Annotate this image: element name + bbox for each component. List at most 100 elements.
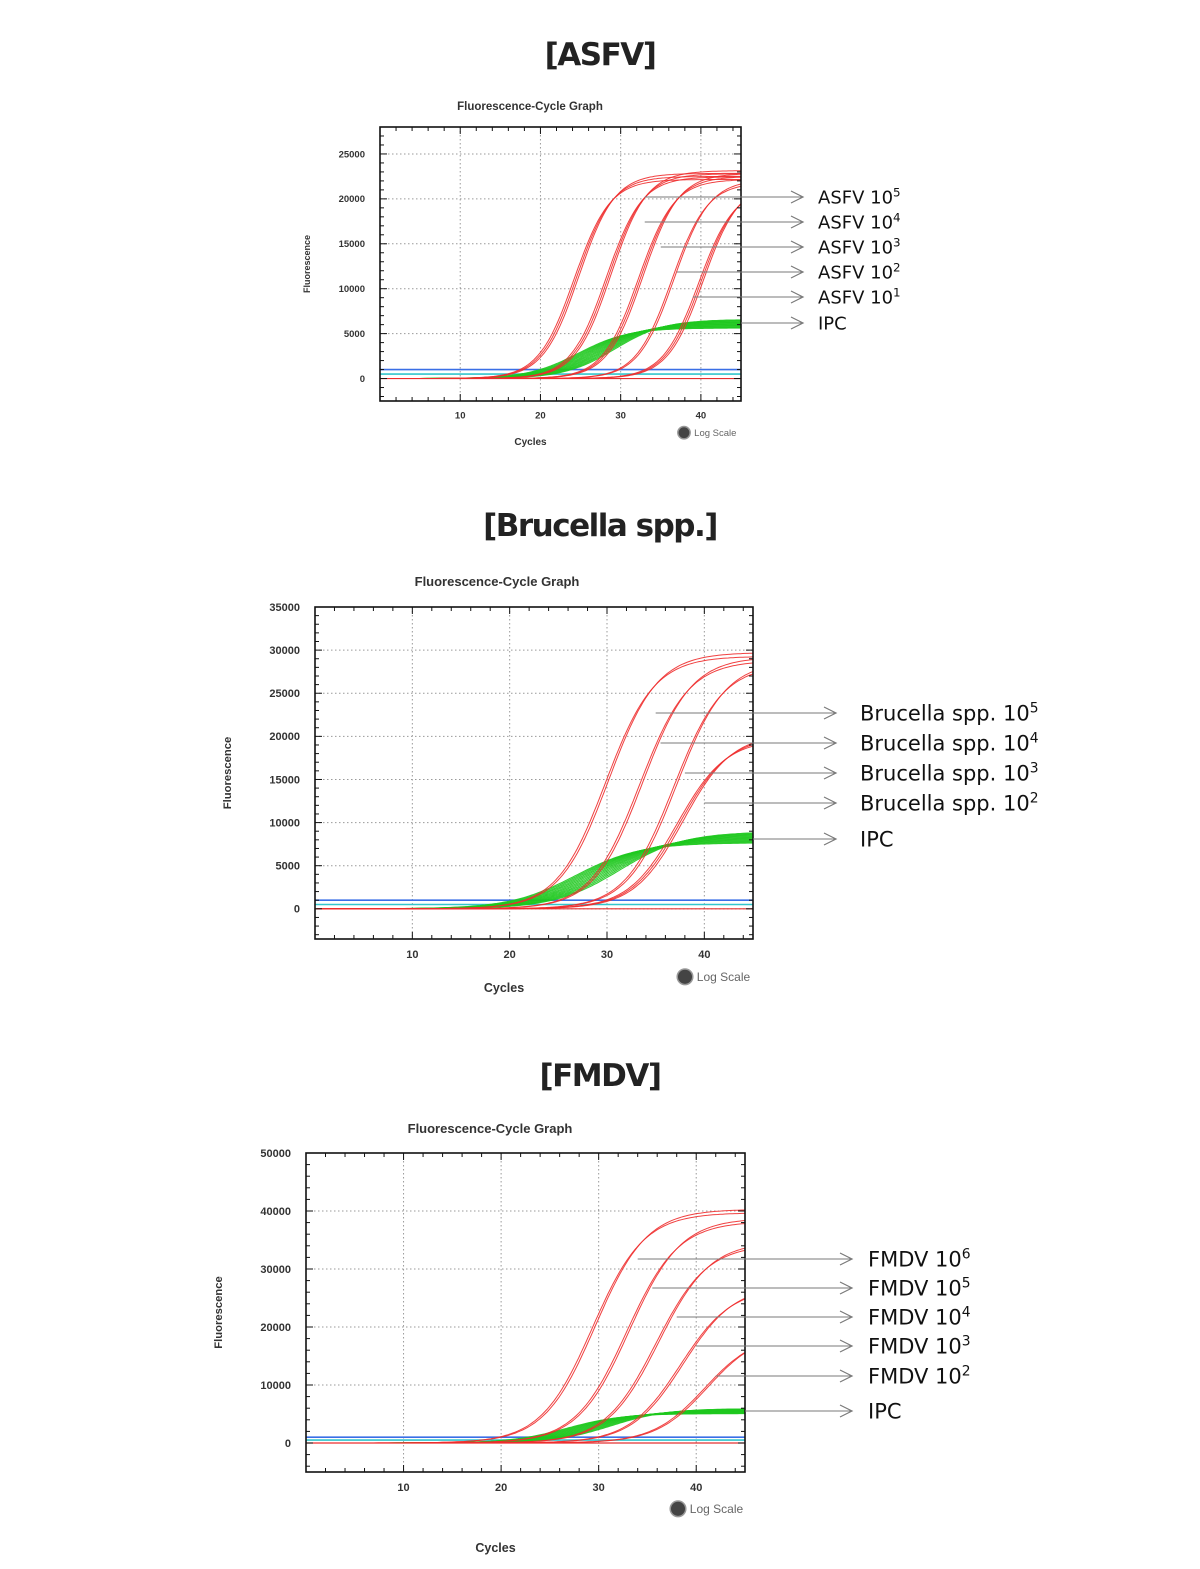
legend-label: FMDV 103	[868, 1333, 971, 1358]
y-tick-label: 15000	[269, 774, 300, 786]
series-line	[381, 203, 741, 379]
legend-arrow-head	[790, 265, 805, 279]
y-axis-label: Fluorescence	[213, 1276, 225, 1349]
log-scale-radio[interactable]	[669, 1500, 687, 1518]
y-tick-label: 20000	[269, 731, 300, 743]
x-axis-label: Cycles	[475, 1541, 515, 1555]
target-curve-group	[381, 203, 741, 379]
legend-label: FMDV 105	[868, 1275, 971, 1300]
y-tick-label: 5000	[344, 329, 365, 340]
chart-title: Fluorescence-Cycle Graph	[408, 1121, 573, 1136]
legend-arrow-head	[823, 796, 838, 810]
y-tick-label: 35000	[269, 602, 300, 614]
x-tick-label: 20	[535, 411, 546, 422]
y-tick-label: 0	[360, 374, 365, 385]
y-tick-label: 10000	[260, 1380, 291, 1392]
legend-arrow-head	[839, 1252, 854, 1266]
legend-arrow-head	[790, 190, 805, 204]
y-tick-label: 15000	[339, 239, 365, 250]
legend-arrow-head	[839, 1310, 854, 1324]
x-tick-label: 30	[615, 411, 626, 422]
section-title-asfv: [ASFV]	[544, 37, 657, 73]
y-tick-label: 25000	[269, 688, 300, 700]
plot-frame	[305, 1152, 746, 1473]
x-tick-label: 30	[593, 1482, 605, 1494]
legend-label: Brucella spp. 103	[860, 760, 1039, 785]
y-tick-label: 0	[285, 1438, 291, 1450]
series-line	[316, 742, 753, 910]
legend-label: Brucella spp. 104	[860, 730, 1039, 755]
section-title-fmdv: [FMDV]	[539, 1058, 662, 1094]
legend-arrow-head	[790, 290, 805, 304]
legend-arrow-head	[839, 1281, 854, 1295]
legend-label: ASFV 103	[818, 235, 901, 258]
legend-label: Brucella spp. 102	[860, 790, 1039, 815]
x-axis-label: Cycles	[514, 437, 547, 448]
y-tick-label: 5000	[276, 861, 300, 873]
y-tick-label: 30000	[260, 1264, 291, 1276]
legend-arrow-head	[823, 832, 838, 846]
legend-label: ASFV 101	[818, 285, 901, 308]
x-tick-label: 20	[504, 949, 516, 961]
legend-label: FMDV 104	[868, 1304, 971, 1329]
legend-arrow-head	[823, 706, 838, 720]
legend-label: ASFV 102	[818, 260, 901, 283]
log-scale-radio[interactable]	[676, 968, 694, 986]
series-line	[308, 1352, 745, 1444]
legend-label: ASFV 104	[818, 210, 901, 233]
legend-label: FMDV 106	[868, 1246, 971, 1271]
series-line	[308, 1297, 745, 1444]
y-tick-label: 0	[294, 904, 300, 916]
x-tick-label: 20	[495, 1482, 507, 1494]
y-tick-label: 20000	[260, 1322, 291, 1334]
x-axis-label: Cycles	[484, 981, 524, 995]
target-curve-group	[316, 742, 753, 910]
section-title-brucella: [Brucella spp.]	[483, 508, 718, 544]
x-tick-label: 30	[601, 949, 613, 961]
chart-title: Fluorescence-Cycle Graph	[415, 574, 580, 589]
log-scale-label: Log Scale	[694, 428, 736, 439]
y-tick-label: 10000	[269, 817, 300, 829]
legend-arrow-head	[839, 1369, 854, 1383]
x-tick-label: 10	[406, 949, 418, 961]
target-curve-group	[308, 1297, 745, 1444]
series-line	[308, 1223, 745, 1444]
x-tick-label: 40	[698, 949, 710, 961]
legend-label: ASFV 105	[818, 185, 901, 208]
legend-arrow-head	[823, 736, 838, 750]
legend-arrow-head	[823, 766, 838, 780]
legend-label: IPC	[868, 1399, 902, 1423]
y-axis-label: Fluorescence	[222, 737, 234, 810]
legend-arrow-head	[839, 1404, 854, 1418]
legend-arrow-head	[790, 316, 805, 330]
x-tick-label: 10	[397, 1482, 409, 1494]
series-line	[308, 1220, 745, 1444]
y-tick-label: 25000	[339, 149, 365, 160]
y-tick-label: 10000	[339, 284, 365, 295]
y-axis-label: Fluorescence	[302, 235, 312, 293]
series-line	[308, 1212, 745, 1444]
y-tick-label: 30000	[269, 645, 300, 657]
y-tick-label: 50000	[260, 1148, 291, 1160]
x-tick-label: 40	[696, 411, 707, 422]
legend-label: Brucella spp. 105	[860, 700, 1039, 725]
x-tick-label: 40	[690, 1482, 702, 1494]
plot-frame	[379, 126, 742, 402]
legend-label: IPC	[818, 313, 847, 334]
log-scale-radio[interactable]	[677, 425, 691, 440]
legend-arrow-head	[790, 240, 805, 254]
target-curve-group	[308, 1352, 745, 1444]
legend-label: IPC	[860, 827, 894, 851]
y-tick-label: 40000	[260, 1206, 291, 1218]
x-tick-label: 10	[455, 411, 466, 422]
chart-title: Fluorescence-Cycle Graph	[457, 101, 603, 113]
log-scale-label: Log Scale	[697, 970, 751, 984]
legend-label: FMDV 102	[868, 1363, 971, 1388]
legend-arrow-head	[790, 215, 805, 229]
legend-arrow-head	[839, 1339, 854, 1353]
y-tick-label: 20000	[339, 194, 365, 205]
log-scale-label: Log Scale	[690, 1502, 744, 1516]
